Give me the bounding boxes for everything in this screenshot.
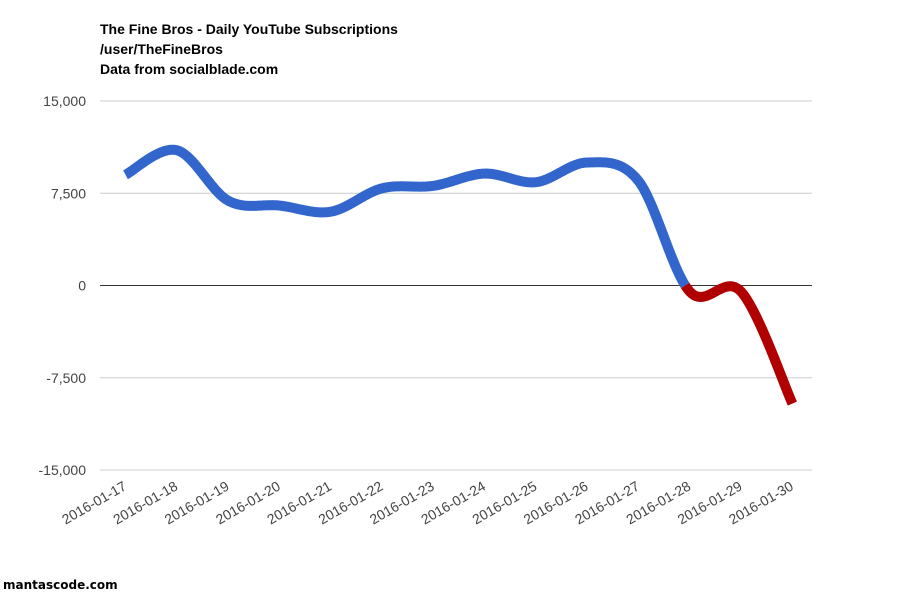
y-tick-label: 7,500 <box>51 185 86 201</box>
chart-subtitle-source: Data from socialblade.com <box>100 61 279 77</box>
gridlines <box>100 100 812 471</box>
series-line-positive <box>121 144 690 290</box>
series-subscriptions <box>121 144 797 407</box>
y-tick-label: 0 <box>78 278 86 294</box>
chart-title-block: The Fine Bros - Daily YouTube Subscripti… <box>100 19 398 79</box>
y-tick-label: -7,500 <box>46 370 86 386</box>
y-tick-label: -15,000 <box>39 462 87 478</box>
x-axis-tick-labels: 2016-01-172016-01-182016-01-192016-01-20… <box>59 478 796 528</box>
chart-subtitle-channel: /user/TheFineBros <box>100 41 223 57</box>
watermark: mantascode.com <box>3 578 118 592</box>
y-tick-label: 15,000 <box>43 93 86 109</box>
chart-title: The Fine Bros - Daily YouTube Subscripti… <box>100 21 398 37</box>
series-line-negative <box>681 281 797 407</box>
y-axis-tick-labels: 15,000 7,500 0 -7,500 -15,000 <box>39 93 87 478</box>
